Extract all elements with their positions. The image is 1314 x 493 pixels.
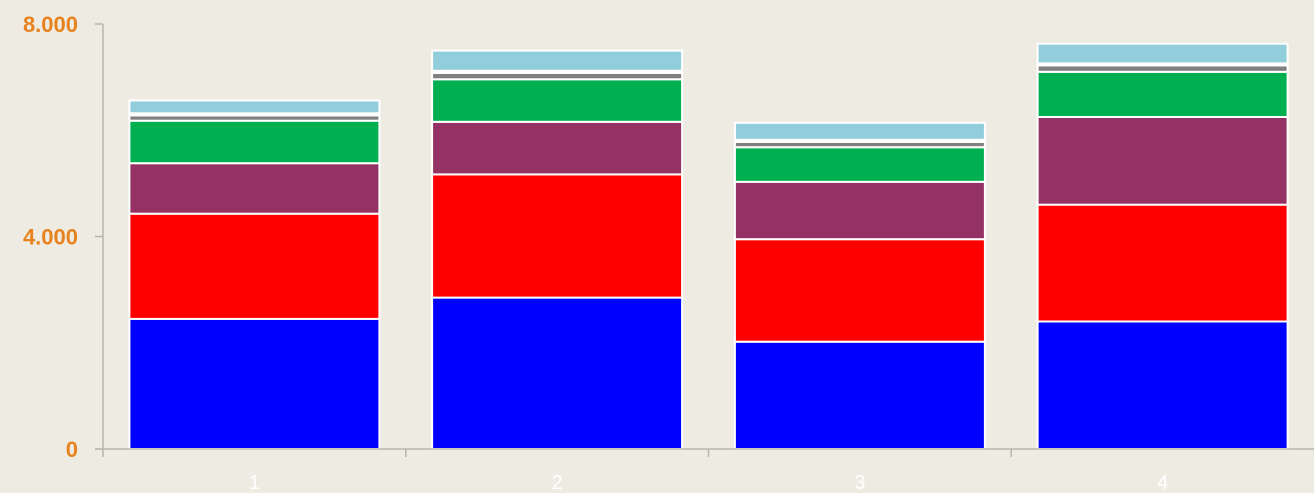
- bar-segment-4-series-3: [1036, 116, 1289, 206]
- x-tick-label: 3: [854, 472, 865, 493]
- bars-layer: [128, 42, 1289, 451]
- bar-segment-3-series-7: [733, 121, 986, 141]
- axes-layer: 0 4.000 8.000 1 2 3 4: [23, 12, 1314, 493]
- bar-segment-2-series-7: [431, 49, 684, 72]
- bar-segment-1-series-7: [128, 99, 381, 115]
- bar-segment-4-series-4: [1036, 70, 1289, 119]
- bar-segment-3-series-3: [733, 180, 986, 241]
- bar-segment-1-series-1: [128, 317, 381, 450]
- y-tick-label: 4.000: [23, 225, 78, 250]
- bar-segment-2-series-2: [431, 173, 684, 299]
- bar-segment-3-series-2: [733, 238, 986, 343]
- bar-segment-4-series-7: [1036, 42, 1289, 65]
- bar-segment-4-series-1: [1036, 320, 1289, 450]
- bar-segment-1-series-2: [128, 212, 381, 320]
- bar-segment-2-series-1: [431, 296, 684, 450]
- bar-segment-2-series-3: [431, 120, 684, 176]
- y-tick-label: 8.000: [23, 12, 78, 37]
- bar-segment-2-series-4: [431, 78, 684, 123]
- bar-segment-1-series-4: [128, 119, 381, 165]
- x-tick-label: 1: [249, 472, 260, 493]
- bar-segment-4-series-2: [1036, 203, 1289, 323]
- bar-segment-3-series-4: [733, 146, 986, 183]
- y-tick-label: 0: [66, 437, 78, 462]
- x-tick-label: 2: [552, 472, 563, 493]
- bar-segment-1-series-3: [128, 162, 381, 215]
- x-tick-label: 4: [1157, 472, 1168, 493]
- bar-segment-3-series-1: [733, 340, 986, 451]
